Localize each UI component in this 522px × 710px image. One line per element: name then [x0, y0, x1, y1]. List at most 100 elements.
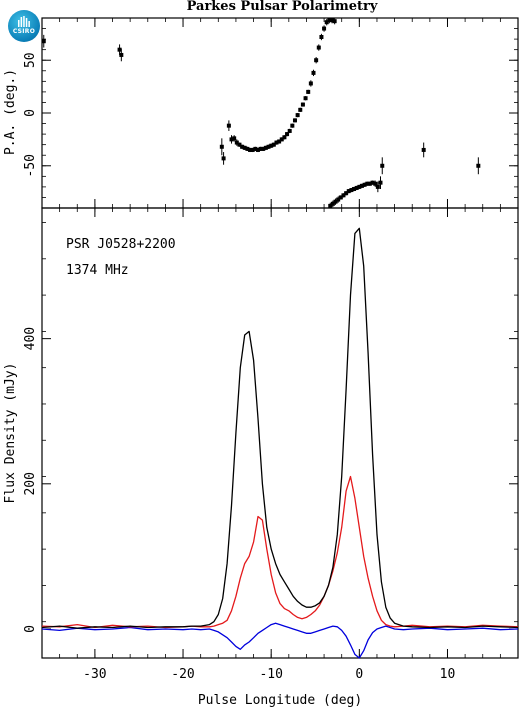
pa-point	[269, 143, 274, 148]
pa-point	[421, 147, 426, 152]
pa-point	[255, 147, 260, 152]
pa-point	[298, 107, 303, 112]
pa-point	[314, 58, 319, 63]
pa-point	[248, 147, 253, 152]
pa-ticks: -50 0 50	[23, 17, 519, 209]
linear-polarization-line	[41, 475, 519, 629]
pa-point	[367, 181, 372, 186]
logo-bars-icon	[18, 16, 30, 27]
circular-polarization-line	[41, 622, 519, 659]
pa-point	[258, 146, 263, 151]
pa-point	[311, 70, 316, 75]
pa-point	[261, 146, 266, 151]
pa-point	[341, 193, 346, 198]
pa-point	[328, 203, 333, 208]
pa-point	[373, 181, 378, 186]
pa-point	[375, 184, 380, 189]
pa-points	[41, 18, 481, 208]
pa-point	[295, 113, 300, 118]
frequency-label: 1374 MHz	[66, 263, 129, 278]
total-intensity-line	[41, 227, 519, 629]
pa-point	[237, 142, 242, 147]
flux-ytick-label: 400	[23, 327, 38, 350]
pa-point	[330, 201, 335, 206]
pa-ytick-label: 50	[23, 52, 38, 68]
flux-xtick-label: 0	[355, 667, 363, 682]
pa-point	[336, 197, 341, 202]
pa-point	[338, 195, 343, 200]
flux-xtick-label: -20	[171, 667, 194, 682]
flux-ytick-label: 0	[23, 625, 38, 633]
pa-point	[378, 180, 383, 185]
pa-point	[319, 35, 324, 39]
figure-title: Parkes Pulsar Polarimetry	[187, 0, 378, 14]
pa-point	[362, 182, 367, 187]
pa-point	[274, 140, 279, 145]
pa-axis-title: P.A. (deg.)	[3, 69, 18, 155]
x-axis-title: Pulse Longitude (deg)	[198, 693, 362, 708]
pa-point	[330, 18, 335, 23]
flux-ticks: 0 200 400 -30 -20 -10 0 10	[23, 208, 519, 682]
pa-point	[316, 45, 321, 50]
logo-text: CSIRO	[12, 28, 36, 35]
pa-point	[365, 181, 370, 186]
source-name-label: PSR J0528+2200	[66, 237, 176, 252]
pa-point	[354, 185, 359, 190]
pa-point	[306, 89, 311, 94]
pa-point	[117, 47, 122, 52]
pa-point	[303, 96, 308, 101]
pa-point	[232, 136, 237, 141]
pa-point	[344, 191, 349, 196]
pa-point	[266, 144, 271, 149]
pa-point	[346, 189, 351, 194]
pa-point	[221, 156, 226, 161]
pa-panel: -50 0 50 P.A. (deg.)	[3, 17, 519, 209]
pa-point	[332, 19, 337, 24]
pa-ytick-label: -50	[23, 154, 38, 177]
pa-point	[242, 145, 247, 150]
pa-ytick-label: 0	[23, 109, 38, 117]
pa-point	[287, 128, 292, 133]
pa-point	[300, 102, 305, 107]
pa-panel-frame	[41, 17, 519, 209]
pa-point	[240, 144, 245, 149]
csiro-logo: CSIRO	[8, 10, 40, 42]
pa-point	[41, 39, 46, 44]
pa-point	[219, 144, 224, 149]
pa-point	[292, 118, 297, 123]
pa-point	[380, 163, 385, 168]
pa-point	[349, 188, 354, 193]
flux-panel: 0 200 400 -30 -20 -10 0 10 PSR J0528+2200 1374 …	[3, 207, 519, 708]
pa-point	[226, 123, 231, 128]
pa-point	[119, 52, 124, 57]
flux-lines	[41, 227, 519, 659]
pa-point	[359, 183, 364, 188]
pa-point	[333, 199, 338, 204]
pa-point	[277, 139, 282, 144]
pa-point	[282, 135, 287, 140]
pa-point	[271, 142, 276, 147]
pa-point	[285, 132, 290, 137]
pa-point	[263, 145, 268, 150]
pa-point	[253, 146, 258, 151]
pa-point	[352, 187, 357, 191]
pa-point	[357, 184, 362, 189]
pa-point	[245, 146, 250, 151]
pa-point	[250, 147, 255, 152]
flux-xtick-label: -30	[83, 667, 106, 682]
pa-point	[308, 81, 313, 86]
pa-point	[234, 140, 239, 145]
pa-point	[324, 20, 329, 25]
flux-xtick-label: 10	[440, 667, 456, 682]
flux-panel-frame	[41, 207, 519, 659]
pa-point	[290, 123, 295, 128]
flux-xtick-label: -10	[259, 667, 282, 682]
flux-ytick-label: 200	[23, 472, 38, 495]
flux-axis-title: Flux Density (mJy)	[3, 363, 18, 504]
pa-point	[279, 137, 284, 142]
pa-point	[476, 163, 481, 168]
pa-point	[322, 26, 327, 31]
pa-point	[327, 18, 332, 23]
pa-point	[370, 180, 375, 185]
